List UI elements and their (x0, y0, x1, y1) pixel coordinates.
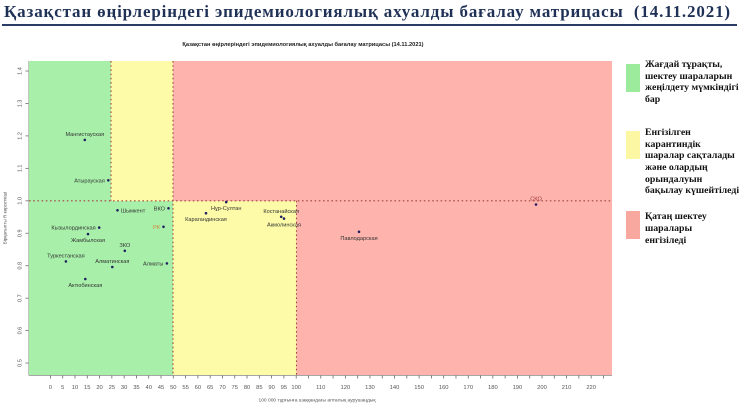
svg-text:80: 80 (244, 385, 250, 391)
svg-text:120: 120 (341, 385, 351, 391)
svg-text:ВКО: ВКО (154, 206, 166, 212)
svg-text:Бірқалыпты R көрсеткіші: Бірқалыпты R көрсеткіші (2, 192, 7, 245)
svg-text:Павлодарская: Павлодарская (340, 236, 377, 242)
svg-text:1.2: 1.2 (17, 132, 23, 140)
svg-text:130: 130 (365, 385, 375, 391)
svg-text:95: 95 (281, 385, 287, 391)
svg-text:1.4: 1.4 (17, 67, 23, 75)
svg-text:55: 55 (182, 385, 188, 391)
svg-text:60: 60 (195, 385, 201, 391)
svg-text:0.6: 0.6 (17, 327, 23, 335)
svg-text:170: 170 (463, 385, 473, 391)
svg-text:160: 160 (439, 385, 449, 391)
svg-text:15: 15 (84, 385, 90, 391)
svg-text:Туркестанская: Туркестанская (47, 253, 85, 259)
svg-text:70: 70 (219, 385, 225, 391)
svg-text:Актюбинская: Актюбинская (68, 283, 102, 289)
svg-text:85: 85 (256, 385, 262, 391)
svg-text:5: 5 (61, 385, 64, 391)
svg-text:1.3: 1.3 (17, 100, 23, 108)
svg-text:110: 110 (316, 385, 325, 391)
svg-text:Алматы: Алматы (143, 261, 163, 267)
svg-text:220: 220 (586, 385, 596, 391)
svg-text:90: 90 (268, 385, 274, 391)
svg-text:Карагандинская: Карагандинская (185, 217, 227, 223)
svg-text:Мангистауская: Мангистауская (65, 132, 104, 138)
svg-text:Нұр-Султан: Нұр-Султан (211, 206, 242, 212)
svg-text:Шымкент: Шымкент (121, 208, 146, 214)
svg-text:190: 190 (513, 385, 523, 391)
svg-text:Атырауская: Атырауская (74, 178, 105, 184)
svg-text:ЗКО: ЗКО (119, 243, 131, 249)
svg-text:0.8: 0.8 (17, 262, 23, 270)
svg-text:100 000 тұрғынға шаққандағы ап: 100 000 тұрғынға шаққандағы апталық ауру… (258, 398, 376, 404)
svg-text:65: 65 (207, 385, 213, 391)
svg-text:Жамбылская: Жамбылская (71, 238, 105, 244)
svg-text:1.1: 1.1 (17, 165, 23, 173)
svg-text:РК: РК (153, 225, 161, 231)
svg-text:200: 200 (537, 385, 547, 391)
svg-text:210: 210 (562, 385, 572, 391)
svg-text:100: 100 (291, 385, 301, 391)
svg-text:Алматинская: Алматинская (95, 259, 129, 265)
svg-text:35: 35 (133, 385, 139, 391)
svg-text:СКО: СКО (530, 197, 542, 203)
svg-text:140: 140 (390, 385, 400, 391)
svg-text:0: 0 (49, 385, 52, 391)
svg-text:25: 25 (109, 385, 115, 391)
svg-text:Костанайская: Костанайская (263, 208, 299, 215)
svg-text:0.9: 0.9 (17, 229, 23, 237)
svg-text:1.0: 1.0 (17, 197, 23, 205)
svg-text:75: 75 (232, 385, 238, 391)
svg-text:10: 10 (72, 385, 78, 391)
svg-text:180: 180 (488, 385, 498, 391)
svg-text:Кызылординская: Кызылординская (51, 226, 95, 232)
svg-text:20: 20 (96, 385, 102, 391)
svg-text:45: 45 (158, 385, 164, 391)
svg-text:0.5: 0.5 (17, 359, 23, 367)
svg-text:Акмолинская: Акмолинская (267, 223, 301, 229)
svg-text:0.7: 0.7 (17, 294, 23, 302)
svg-text:30: 30 (121, 385, 127, 391)
svg-text:150: 150 (414, 385, 424, 391)
svg-text:50: 50 (170, 385, 176, 391)
svg-text:40: 40 (145, 385, 151, 391)
